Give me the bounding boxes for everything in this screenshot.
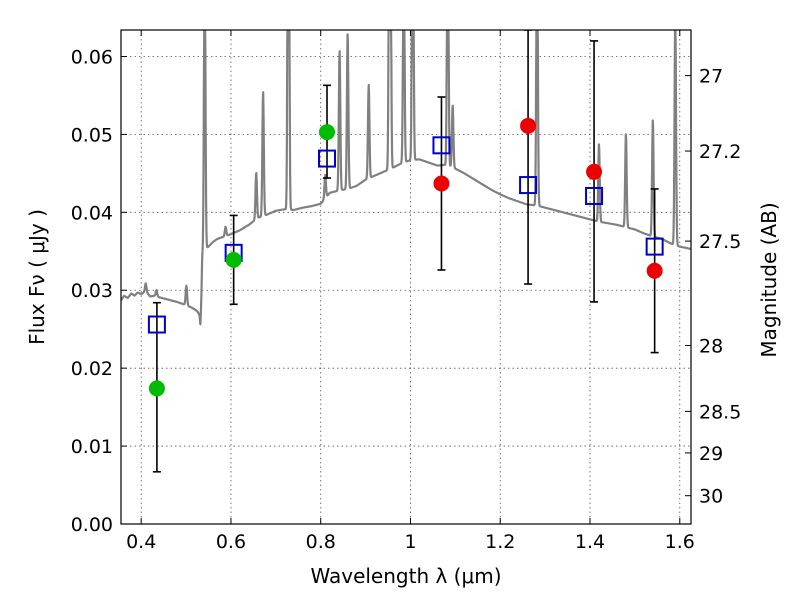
y-tick-label-5: 0.05 bbox=[71, 124, 113, 146]
y2-tick-label-3: 28 bbox=[699, 336, 723, 358]
model-band-fluxes-marker-0 bbox=[147, 315, 166, 334]
x-tick-label-4: 1.2 bbox=[485, 531, 515, 553]
y2-tick-label-6: 30 bbox=[699, 486, 723, 508]
HST-ACS-detections-marker-2 bbox=[319, 124, 336, 141]
model-band-fluxes-marker-6 bbox=[645, 237, 664, 256]
HST-ACS-detections-marker-1 bbox=[225, 251, 242, 268]
y-tick-label-4: 0.04 bbox=[71, 202, 113, 224]
tick-labels: 0.4 0.6 0.8 1 1.2 1.4 1.6 0.00 0.01 0.02 0.03 0.04 0… bbox=[71, 46, 742, 553]
x-tick-label-3: 1 bbox=[404, 531, 416, 553]
model-band-fluxes-marker-2 bbox=[318, 149, 337, 168]
y-axis-label: Flux Fν ( μJy ) bbox=[25, 209, 49, 345]
plot-frame bbox=[120, 29, 692, 525]
HST-WFC3-detections-marker-2 bbox=[586, 163, 603, 180]
y-tick-label-6: 0.06 bbox=[71, 46, 113, 68]
model-spectrum bbox=[121, 30, 691, 326]
x-tick-label-5: 1.4 bbox=[575, 531, 605, 553]
y-tick-label-0: 0.00 bbox=[71, 514, 113, 536]
y2-tick-label-2: 27.5 bbox=[699, 231, 741, 253]
model-band-fluxes-marker-3 bbox=[432, 136, 451, 155]
y-tick-label-2: 0.02 bbox=[71, 358, 113, 380]
data-markers bbox=[147, 117, 664, 397]
y2-tick-label-5: 29 bbox=[699, 443, 723, 465]
HST-WFC3-detections-marker-0 bbox=[433, 175, 450, 192]
HST-ACS-detections-marker-0 bbox=[148, 380, 165, 397]
x-axis-label: Wavelength λ (μm) bbox=[310, 564, 501, 588]
y2-axis-label: Magnitude (AB) bbox=[757, 202, 781, 357]
y-tick-label-1: 0.01 bbox=[71, 436, 113, 458]
x-tick-label-2: 0.8 bbox=[306, 531, 336, 553]
y-tick-label-3: 0.03 bbox=[71, 280, 113, 302]
x-tick-label-1: 0.6 bbox=[216, 531, 246, 553]
x-tick-label-6: 1.6 bbox=[665, 531, 695, 553]
HST-WFC3-detections-marker-3 bbox=[646, 262, 663, 279]
y2-tick-label-0: 27 bbox=[699, 66, 723, 88]
y2-tick-label-4: 28.5 bbox=[699, 401, 741, 423]
x-tick-label-0: 0.4 bbox=[126, 531, 156, 553]
model-spectrum-line bbox=[121, 30, 691, 326]
y2-tick-label-1: 27.2 bbox=[699, 141, 741, 163]
model-band-fluxes-marker-4 bbox=[519, 176, 538, 195]
model-band-fluxes-marker-5 bbox=[585, 186, 604, 205]
axis-ticks bbox=[121, 30, 691, 525]
HST-WFC3-detections-marker-1 bbox=[520, 117, 537, 134]
